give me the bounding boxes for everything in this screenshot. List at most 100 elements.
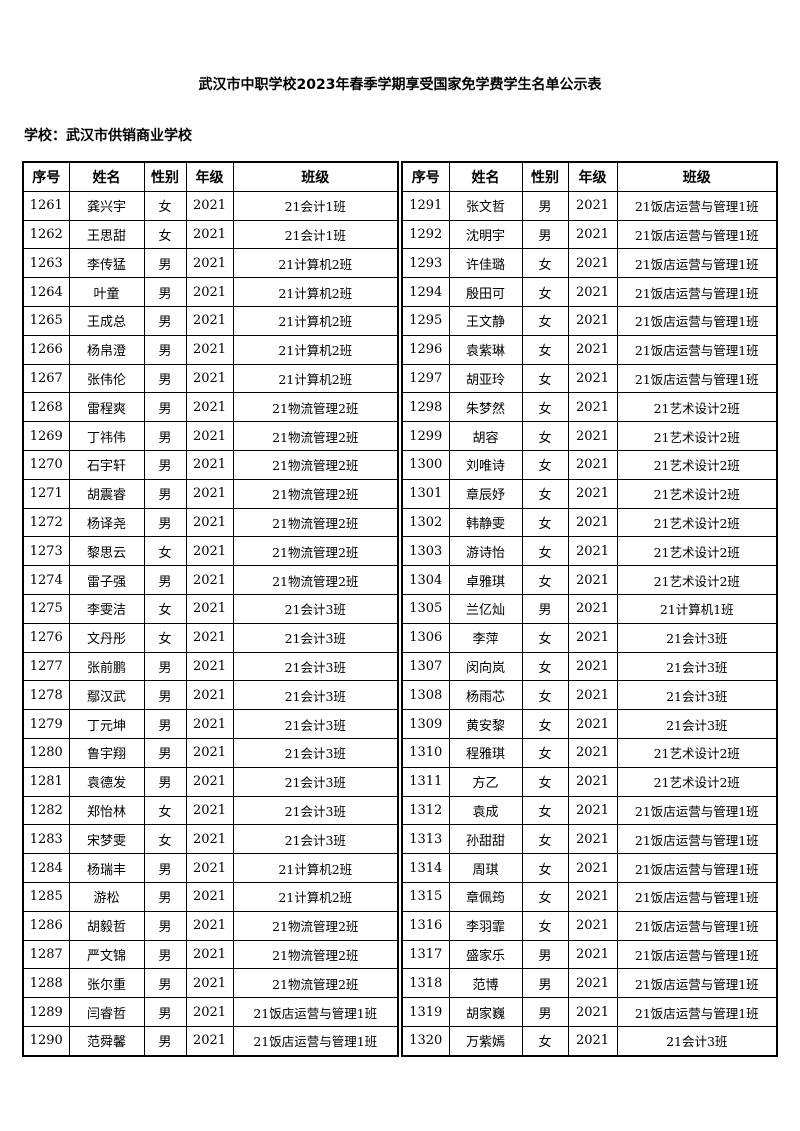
cell-name: 张尔重 — [68, 968, 145, 999]
cell-grade: 2021 — [567, 766, 618, 797]
table-row: 1270 石宇轩男 2021 21物流管理2班 — [22, 449, 399, 480]
cell-serial-number: 1277 — [22, 651, 70, 682]
cell-name: 袁紫琳 — [448, 334, 523, 365]
table-row: 1306 李萍女 2021 21会计3班 — [401, 622, 778, 653]
cell-name: 鄢汉武 — [68, 680, 145, 711]
table-row: 1296 袁紫琳女 2021 21饭店运营与管理1班 — [401, 334, 778, 365]
cell-class: 21会计1班 — [232, 190, 399, 221]
cell-grade: 2021 — [567, 277, 618, 307]
cell-serial-number: 1265 — [22, 305, 70, 336]
cell-serial-number: 1301 — [401, 478, 450, 509]
cell-class: 21会计1班 — [232, 219, 399, 250]
table-row: 1276 文丹彤女 2021 21会计3班 — [22, 622, 399, 653]
table-row: 1275 李雯洁女 2021 21会计3班 — [22, 593, 399, 624]
header-gender: 性别 — [521, 161, 569, 192]
cell-name: 张前鹏 — [68, 651, 145, 682]
cell-gender: 男 — [143, 305, 187, 336]
cell-grade: 2021 — [567, 478, 618, 509]
cell-class: 21物流管理2班 — [232, 968, 399, 999]
table-row: 1308 杨雨芯女 2021 21会计3班 — [401, 680, 778, 711]
table-row: 1283 宋梦雯女 2021 21会计3班 — [22, 824, 399, 855]
cell-gender: 女 — [521, 277, 569, 307]
cell-class: 21会计3班 — [232, 622, 399, 653]
cell-name: 叶童 — [68, 277, 145, 307]
cell-grade: 2021 — [567, 421, 618, 451]
cell-serial-number: 1309 — [401, 709, 450, 739]
cell-gender: 女 — [521, 421, 569, 451]
table-row: 1297 胡亚玲女 2021 21饭店运营与管理1班 — [401, 363, 778, 394]
cell-gender: 女 — [521, 824, 569, 855]
cell-name: 章辰妤 — [448, 478, 523, 509]
cell-serial-number: 1264 — [22, 277, 70, 307]
cell-grade: 2021 — [185, 363, 234, 394]
cell-class: 21饭店运营与管理1班 — [616, 219, 778, 250]
cell-grade: 2021 — [567, 795, 618, 826]
table-row: 1291 张文哲男 2021 21饭店运营与管理1班 — [401, 190, 778, 221]
cell-class: 21会计3班 — [616, 651, 778, 682]
cell-grade: 2021 — [567, 190, 618, 221]
cell-grade: 2021 — [567, 248, 618, 279]
table-row: 1290 范舜馨男 2021 21饭店运营与管理1班 — [22, 1025, 399, 1057]
cell-class: 21饭店运营与管理1班 — [616, 277, 778, 307]
cell-grade: 2021 — [567, 622, 618, 653]
cell-serial-number: 1281 — [22, 766, 70, 797]
table-row: 1281 袁德发男 2021 21会计3班 — [22, 766, 399, 797]
cell-gender: 女 — [521, 766, 569, 797]
cell-name: 袁德发 — [68, 766, 145, 797]
cell-grade: 2021 — [567, 593, 618, 624]
cell-name: 盛家乐 — [448, 939, 523, 970]
table-row: 1315 章佩筠女 2021 21饭店运营与管理1班 — [401, 881, 778, 912]
cell-gender: 男 — [143, 680, 187, 711]
cell-class: 21物流管理2班 — [232, 392, 399, 423]
cell-class: 21计算机2班 — [232, 881, 399, 912]
cell-serial-number: 1284 — [22, 853, 70, 883]
cell-class: 21饭店运营与管理1班 — [616, 997, 778, 1027]
cell-grade: 2021 — [185, 277, 234, 307]
cell-serial-number: 1316 — [401, 910, 450, 941]
cell-class: 21物流管理2班 — [232, 421, 399, 451]
cell-gender: 男 — [143, 478, 187, 509]
table-row: 1320 万紫嫣女 2021 21会计3班 — [401, 1025, 778, 1057]
table-row: 1313 孙甜甜女 2021 21饭店运营与管理1班 — [401, 824, 778, 855]
table-row: 1314 周琪女 2021 21饭店运营与管理1班 — [401, 853, 778, 883]
cell-grade: 2021 — [567, 449, 618, 480]
cell-class: 21物流管理2班 — [232, 939, 399, 970]
cell-class: 21饭店运营与管理1班 — [616, 334, 778, 365]
cell-name: 杨帛澄 — [68, 334, 145, 365]
cell-gender: 男 — [143, 766, 187, 797]
header-name: 姓名 — [68, 161, 145, 192]
cell-gender: 男 — [143, 1025, 187, 1057]
cell-name: 范博 — [448, 968, 523, 999]
header-name: 姓名 — [448, 161, 523, 192]
cell-class: 21会计3班 — [616, 1025, 778, 1057]
cell-class: 21会计3班 — [232, 766, 399, 797]
cell-gender: 男 — [143, 565, 187, 595]
cell-name: 胡亚玲 — [448, 363, 523, 394]
cell-serial-number: 1269 — [22, 421, 70, 451]
cell-grade: 2021 — [185, 737, 234, 768]
cell-grade: 2021 — [567, 507, 618, 538]
table-row: 1273 黎思云女 2021 21物流管理2班 — [22, 536, 399, 567]
cell-class: 21会计3班 — [232, 680, 399, 711]
cell-grade: 2021 — [185, 824, 234, 855]
table-row: 1280 鲁宇翔男 2021 21会计3班 — [22, 737, 399, 768]
cell-name: 丁祎伟 — [68, 421, 145, 451]
cell-gender: 男 — [143, 421, 187, 451]
cell-name: 石宇轩 — [68, 449, 145, 480]
cell-serial-number: 1290 — [22, 1025, 70, 1057]
cell-grade: 2021 — [567, 565, 618, 595]
cell-class: 21物流管理2班 — [232, 449, 399, 480]
cell-class: 21计算机2班 — [232, 853, 399, 883]
student-table-right: 序号 姓名 性别 年级 班级 1291 张文哲男 2021 21饭店运营与管理1班 1292 沈明… — [401, 161, 778, 1057]
cell-grade: 2021 — [185, 219, 234, 250]
cell-serial-number: 1285 — [22, 881, 70, 912]
school-label: 学校：武汉市供销商业学校 — [24, 128, 192, 144]
cell-class: 21计算机1班 — [616, 593, 778, 624]
cell-serial-number: 1261 — [22, 190, 70, 221]
cell-name: 游诗怡 — [448, 536, 523, 567]
cell-serial-number: 1308 — [401, 680, 450, 711]
cell-gender: 女 — [521, 305, 569, 336]
table-header-row: 序号 姓名 性别 年级 班级 — [22, 161, 399, 192]
cell-grade: 2021 — [185, 190, 234, 221]
cell-name: 王思甜 — [68, 219, 145, 250]
